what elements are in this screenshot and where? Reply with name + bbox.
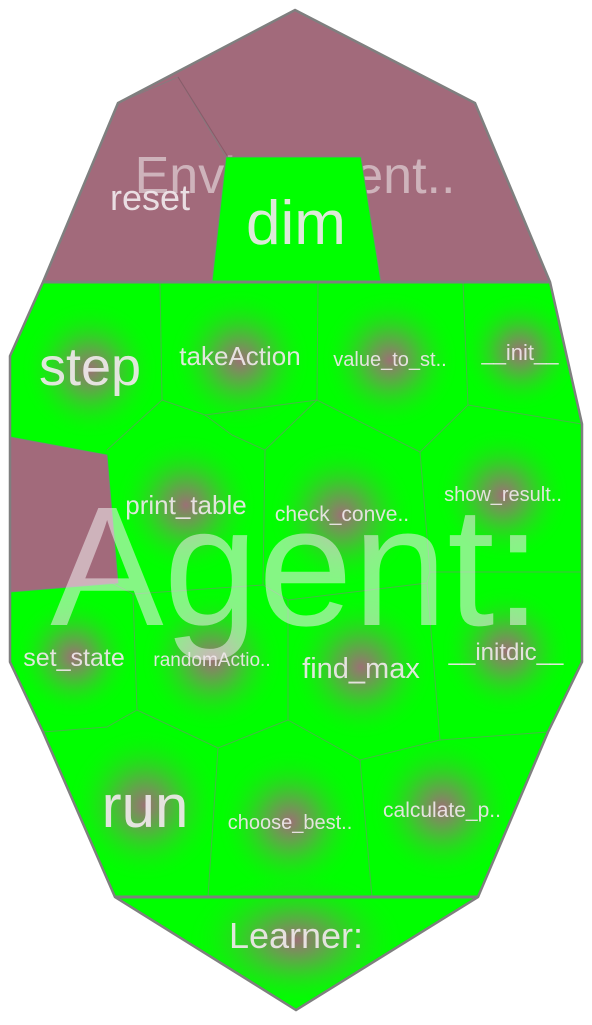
agent-method-random-action: randomActio.. <box>153 650 270 671</box>
agent-method-find-max: find_max <box>302 653 420 685</box>
agent-method-step: step <box>39 337 141 397</box>
agent-method-check-converge: check_conve.. <box>275 503 409 526</box>
agent-method-calculate-p: calculate_p.. <box>383 799 501 822</box>
agent-method-set-state: set_state <box>23 644 124 672</box>
agent-method-take-action: takeAction <box>179 341 300 371</box>
agent-title: Agent: <box>50 472 542 662</box>
environment-group: Environment.. reset dim <box>42 10 551 283</box>
environment-dim-label: dim <box>246 189 346 258</box>
learner-title: Learner: <box>229 915 363 956</box>
agent-method-print-table: print_table <box>125 490 246 520</box>
agent-method-choose-best: choose_best.. <box>228 812 353 834</box>
agent-method-value-to-state: value_to_st.. <box>333 349 446 371</box>
agent-method-show-result: show_result.. <box>444 484 562 506</box>
agent-method-initdic: __initdic__ <box>448 639 564 666</box>
agent-method-init: __init__ <box>480 340 559 365</box>
treemap-outline <box>8 8 584 1012</box>
environment-reset-label: reset <box>110 177 190 218</box>
agent-method-run: run <box>102 773 189 840</box>
agent-corner-cell <box>10 436 119 593</box>
agent-group: Agent: step takeAction value_to_st.. __i… <box>10 281 582 898</box>
